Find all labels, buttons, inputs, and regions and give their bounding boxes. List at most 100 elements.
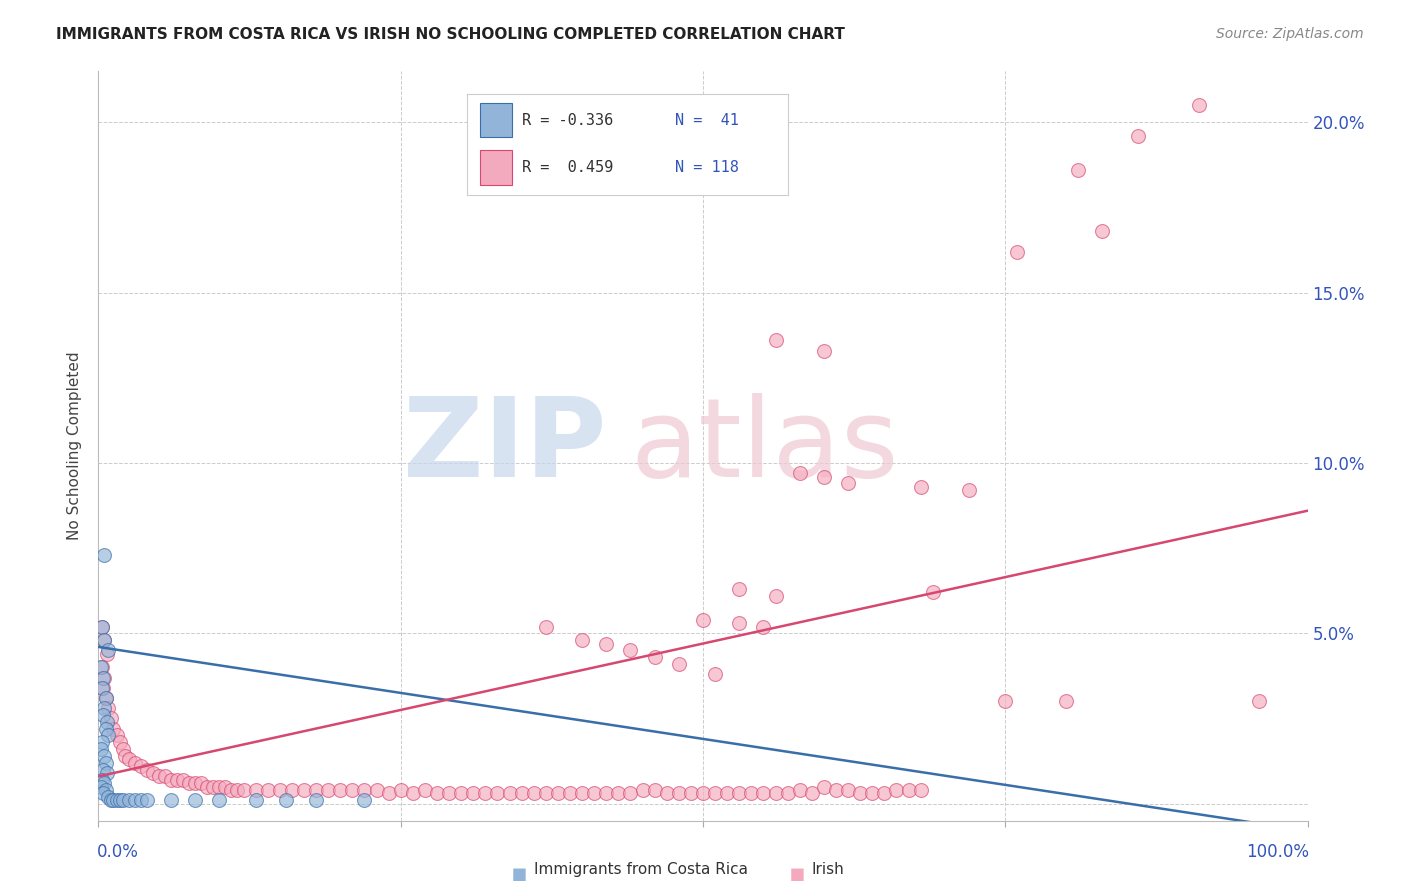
- Point: [571, 633, 593, 648]
- Point: [195, 780, 218, 794]
- Text: Irish: Irish: [811, 862, 845, 877]
- Point: [96, 766, 118, 780]
- Point: [800, 786, 823, 800]
- Point: [813, 780, 835, 794]
- Point: [214, 780, 236, 794]
- Point: [114, 748, 136, 763]
- Point: [547, 786, 569, 800]
- Text: ZIP: ZIP: [404, 392, 606, 500]
- Point: [91, 681, 114, 695]
- Point: [571, 786, 593, 800]
- Point: [595, 786, 617, 800]
- Point: [90, 742, 112, 756]
- Point: [728, 786, 751, 800]
- Point: [124, 793, 146, 807]
- Point: [96, 714, 118, 729]
- Point: [1007, 244, 1029, 259]
- Point: [910, 480, 932, 494]
- Point: [607, 786, 630, 800]
- Point: [619, 643, 641, 657]
- Point: [728, 582, 751, 596]
- Text: atlas: atlas: [630, 392, 898, 500]
- Point: [256, 783, 278, 797]
- Y-axis label: No Schooling Completed: No Schooling Completed: [67, 351, 83, 541]
- Point: [655, 786, 678, 800]
- Point: [135, 763, 157, 777]
- Point: [1249, 694, 1271, 708]
- Point: [274, 793, 297, 807]
- Point: [245, 783, 267, 797]
- Point: [329, 783, 352, 797]
- Point: [1067, 163, 1090, 178]
- Point: [813, 469, 835, 483]
- Point: [97, 729, 120, 743]
- Point: [353, 793, 375, 807]
- Point: [534, 619, 557, 633]
- Point: [704, 667, 727, 681]
- Point: [692, 786, 714, 800]
- Point: [101, 793, 124, 807]
- Point: [1128, 129, 1150, 144]
- Point: [583, 786, 606, 800]
- Point: [245, 793, 267, 807]
- Point: [619, 786, 641, 800]
- Point: [752, 786, 775, 800]
- Point: [765, 786, 787, 800]
- Point: [94, 691, 117, 706]
- Point: [413, 783, 436, 797]
- Point: [108, 793, 131, 807]
- Point: [91, 786, 114, 800]
- Text: IMMIGRANTS FROM COSTA RICA VS IRISH NO SCHOOLING COMPLETED CORRELATION CHART: IMMIGRANTS FROM COSTA RICA VS IRISH NO S…: [56, 27, 845, 42]
- Point: [873, 786, 896, 800]
- Point: [91, 708, 114, 723]
- Point: [728, 616, 751, 631]
- Point: [94, 722, 117, 736]
- Point: [94, 691, 117, 706]
- Point: [498, 786, 520, 800]
- Point: [450, 786, 472, 800]
- Point: [118, 793, 141, 807]
- Point: [118, 752, 141, 766]
- Point: [129, 793, 152, 807]
- Point: [166, 772, 188, 787]
- Point: [523, 786, 546, 800]
- Point: [437, 786, 460, 800]
- Point: [704, 786, 727, 800]
- Point: [776, 786, 799, 800]
- Point: [389, 783, 412, 797]
- Point: [93, 548, 115, 562]
- Text: ▪: ▪: [510, 862, 527, 886]
- Text: 0.0%: 0.0%: [97, 843, 139, 861]
- Point: [91, 619, 114, 633]
- Point: [93, 633, 115, 648]
- Point: [124, 756, 146, 770]
- Point: [305, 783, 328, 797]
- Point: [910, 783, 932, 797]
- Point: [179, 776, 201, 790]
- Point: [101, 722, 124, 736]
- Point: [1188, 98, 1211, 112]
- Point: [486, 786, 509, 800]
- Point: [108, 735, 131, 749]
- Point: [172, 772, 194, 787]
- Point: [148, 769, 170, 783]
- Point: [105, 793, 128, 807]
- Point: [692, 613, 714, 627]
- Point: [644, 650, 666, 665]
- Point: [97, 701, 120, 715]
- Point: [93, 633, 115, 648]
- Point: [221, 783, 243, 797]
- Point: [837, 476, 859, 491]
- Point: [668, 657, 690, 671]
- Point: [90, 660, 112, 674]
- Point: [100, 793, 122, 807]
- Point: [160, 772, 183, 787]
- Point: [752, 619, 775, 633]
- Point: [789, 467, 811, 481]
- Point: [765, 589, 787, 603]
- Point: [111, 742, 134, 756]
- Point: [789, 783, 811, 797]
- Point: [93, 701, 115, 715]
- Point: [97, 643, 120, 657]
- Point: [292, 783, 315, 797]
